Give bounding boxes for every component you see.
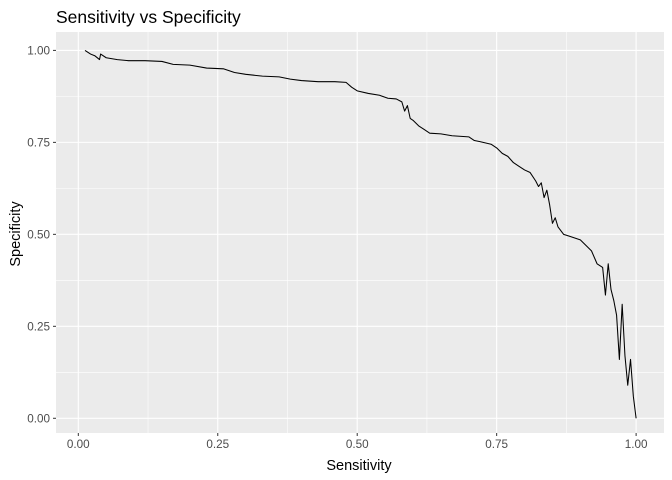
x-tick-label: 0.50 <box>346 438 369 451</box>
x-tick-label: 0.00 <box>67 438 90 451</box>
x-tick-label: 1.00 <box>625 438 648 451</box>
chart-title: Sensitivity vs Specificity <box>56 7 241 27</box>
y-tick-label: 1.00 <box>27 44 50 57</box>
x-axis: 0.00 0.25 0.50 0.75 1.00 <box>67 433 648 451</box>
series-line <box>84 49 637 419</box>
y-tick-label: 0.25 <box>27 320 50 333</box>
major-gridlines <box>56 32 664 433</box>
minor-gridlines <box>56 32 664 433</box>
x-tick-label: 0.25 <box>206 438 229 451</box>
x-axis-title: Sensitivity <box>326 458 392 474</box>
series-layer <box>84 49 637 419</box>
y-tick-label: 0.50 <box>27 228 50 241</box>
y-axis-title: Specificity <box>8 201 24 267</box>
y-tick-label: 0.00 <box>27 412 50 425</box>
y-tick-label: 0.75 <box>27 136 50 149</box>
plot-panel <box>56 32 664 433</box>
x-tick-label: 0.75 <box>485 438 508 451</box>
y-axis: 0.00 0.25 0.50 0.75 1.00 <box>27 44 56 425</box>
